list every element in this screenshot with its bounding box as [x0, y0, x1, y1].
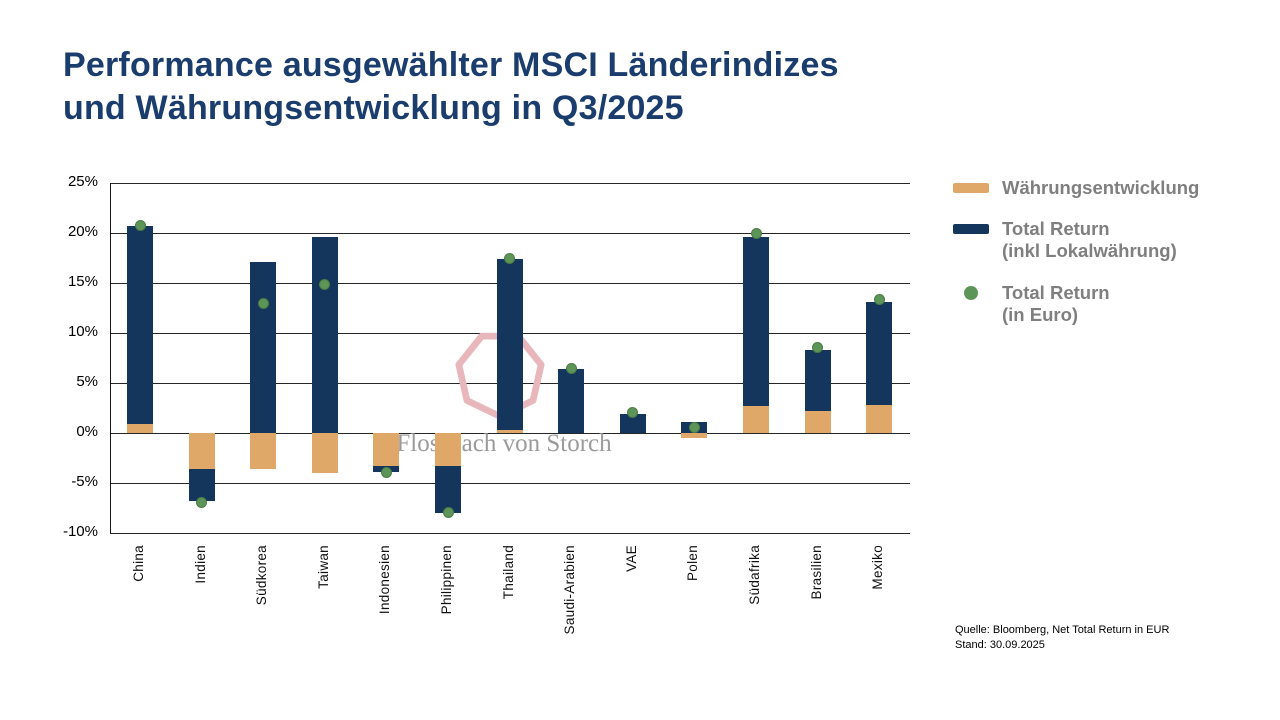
chart-title-line1: Performance ausgewählter MSCI Länderindi… [63, 46, 839, 84]
source-line1: Quelle: Bloomberg, Net Total Return in E… [955, 624, 1170, 636]
bar-segment-total-return-Südafrika [743, 237, 769, 406]
gridline-20 [110, 232, 910, 234]
euro-return-dot-Polen [688, 421, 700, 433]
x-category-label-Mexiko: Mexiko [870, 545, 886, 590]
bar-segment-currency-China [127, 424, 153, 433]
y-tick-label-25: 25% [67, 173, 98, 190]
currency-swatch-icon [953, 183, 989, 193]
euro-return-dot-Brasilien [812, 341, 824, 353]
y-tick-label--10: -10% [62, 523, 98, 540]
legend-label-total-return-euro: Total Return (in Euro) [1002, 282, 1110, 326]
legend-label-currency: Währungsentwicklung [1002, 177, 1200, 198]
euro-return-dot-Taiwan [319, 278, 331, 290]
x-category-label-Indonesien: Indonesien [377, 545, 393, 615]
legend-label-total-return-local-line2: (inkl Lokalwährung) [1002, 240, 1177, 261]
y-tick-label-0: 0% [76, 423, 98, 440]
euro-return-dot-Mexiko [873, 293, 885, 305]
total-return-local-swatch-icon [953, 224, 989, 234]
gridline-0 [110, 432, 910, 434]
legend-label-total-return-euro-line1: Total Return [1002, 282, 1110, 303]
euro-return-dot-Thailand [504, 252, 516, 264]
bar-segment-currency-Indien [188, 433, 215, 469]
euro-return-dot-Philippinen [442, 506, 454, 518]
x-category-label-Südkorea: Südkorea [254, 545, 270, 606]
legend-label-total-return-local-line1: Total Return [1002, 218, 1110, 239]
y-axis-line [109, 183, 111, 533]
x-category-label-Indien: Indien [192, 545, 208, 584]
bar-segment-total-return-Südkorea [250, 262, 277, 433]
bar-segment-total-return-VAE [619, 414, 646, 433]
euro-return-dot-Südkorea [257, 297, 269, 309]
euro-return-dot-Saudi-Arabien [565, 362, 577, 374]
gridline--5 [110, 482, 910, 484]
bar-segment-total-return-Brasilien [804, 350, 831, 411]
bar-segment-currency-Südkorea [250, 433, 277, 469]
source-line2: Stand: 30.09.2025 [955, 639, 1045, 651]
euro-return-dot-Südafrika [750, 227, 762, 239]
legend-label-total-return-local: Total Return (inkl Lokalwährung) [1002, 218, 1177, 262]
x-category-label-Philippinen: Philippinen [439, 545, 454, 615]
y-tick-label-5: 5% [76, 373, 98, 390]
bar-segment-total-return-Taiwan [311, 237, 338, 433]
x-category-label-Südafrika: Südafrika [747, 545, 762, 605]
watermark-text: Flossbach von Storch [396, 430, 612, 457]
bar-segment-total-return-China [127, 226, 153, 424]
bar-segment-currency-Südafrika [743, 406, 769, 433]
legend-label-total-return-euro-line2: (in Euro) [1002, 304, 1079, 325]
y-tick-label-10: 10% [67, 323, 98, 340]
legend-item-total-return-euro: Total Return (in Euro) [953, 282, 1110, 326]
bar-segment-total-return-Indien [188, 469, 215, 501]
x-category-label-Brasilien: Brasilien [808, 545, 824, 600]
bar-segment-total-return-Mexiko [866, 302, 893, 405]
x-category-label-China: China [131, 545, 146, 582]
bar-segment-total-return-Thailand [496, 259, 523, 430]
bar-segment-currency-Polen [681, 433, 708, 438]
x-category-label-Taiwan: Taiwan [315, 545, 331, 589]
bar-segment-currency-Thailand [496, 430, 523, 433]
x-category-label-Polen: Polen [685, 545, 701, 582]
bar-segment-currency-Mexiko [866, 405, 893, 433]
chart-title-line2: und Währungsentwicklung in Q3/2025 [63, 89, 684, 127]
euro-return-dot-Indien [196, 496, 208, 508]
y-tick-label-20: 20% [67, 223, 98, 240]
bar-segment-currency-Indonesien [373, 433, 400, 466]
bar-segment-currency-Philippinen [435, 433, 461, 466]
legend-item-total-return-local: Total Return (inkl Lokalwährung) [953, 218, 1177, 262]
x-category-label-VAE: VAE [623, 545, 639, 572]
total-return-euro-dot-icon [964, 286, 978, 300]
y-tick-label--5: -5% [71, 473, 98, 490]
legend-item-currency: Währungsentwicklung [953, 177, 1199, 199]
bar-segment-currency-Taiwan [311, 433, 338, 473]
x-category-label-Saudi-Arabien: Saudi-Arabien [562, 545, 578, 635]
gridline-25 [110, 182, 910, 184]
source-note: Quelle: Bloomberg, Net Total Return in E… [955, 623, 1169, 653]
flossbach-von-storch-logo-icon [455, 332, 545, 420]
x-category-label-Thailand: Thailand [500, 545, 516, 600]
gridline--10 [110, 532, 910, 534]
y-tick-label-15: 15% [67, 273, 98, 290]
euro-return-dot-China [134, 219, 146, 231]
bar-segment-total-return-Saudi-Arabien [558, 369, 585, 433]
bar-segment-currency-Brasilien [804, 411, 831, 433]
euro-return-dot-VAE [627, 406, 639, 418]
bar-segment-total-return-Philippinen [435, 466, 461, 513]
chart-title: Performance ausgewählter MSCI Länderindi… [63, 44, 839, 130]
euro-return-dot-Indonesien [380, 466, 392, 478]
